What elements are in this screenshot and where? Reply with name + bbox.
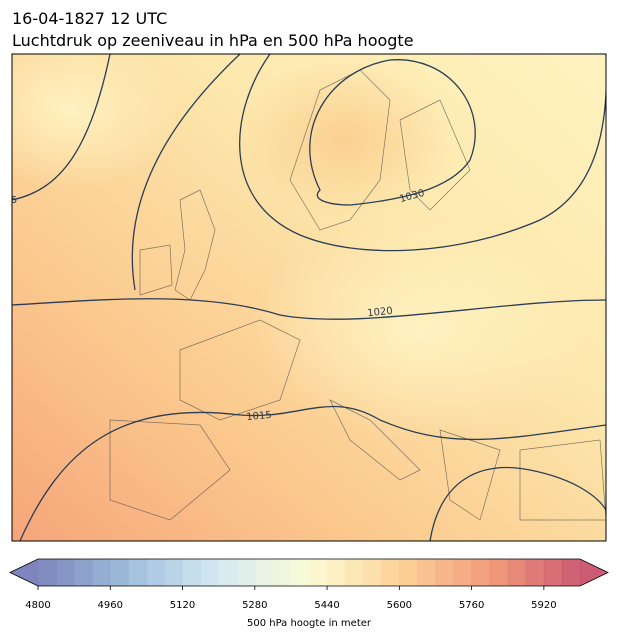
colorbar-segment	[272, 559, 292, 586]
contour-label: 1015	[246, 410, 272, 423]
colorbar-segment	[200, 559, 220, 586]
colorbar-label: 500 hPa hoogte in meter	[247, 618, 372, 629]
subtitle: Luchtdruk op zeeniveau in hPa en 500 hPa…	[12, 31, 414, 50]
colorbar-tick-label: 5760	[459, 600, 484, 611]
colorbar-segment	[56, 559, 75, 586]
isobar	[309, 59, 476, 206]
colorbar-tick-label: 5600	[387, 600, 412, 611]
colorbar: 4800 4960 5120 5280 5440 5600 5760 5920	[9, 558, 609, 611]
colorbar-segment	[254, 559, 274, 586]
colorbar-segment	[345, 559, 364, 586]
coastline	[109, 69, 606, 521]
colorbar-tick-label: 5280	[242, 600, 267, 611]
isobar	[131, 54, 241, 291]
isobar	[12, 298, 606, 320]
colorbar-segment	[507, 559, 527, 586]
colorbar-segment	[399, 559, 418, 586]
colorbar-segment	[128, 559, 147, 586]
colorbar-segment	[110, 559, 129, 586]
map-frame	[11, 53, 607, 542]
colorbar-segment	[92, 559, 111, 586]
colorbar-segment	[38, 559, 57, 586]
colorbar-segment	[236, 559, 256, 586]
contour-label: 5	[11, 195, 17, 206]
colorbar-segment	[363, 559, 382, 586]
colorbar-segment	[543, 559, 563, 586]
colorbar-segment	[381, 559, 400, 586]
colorbar-segment	[74, 559, 93, 586]
colorbar-segment	[417, 559, 436, 586]
colorbar-tick-label: 5120	[170, 600, 195, 611]
height-area	[250, 220, 590, 440]
title: 16-04-1827 12 UTC	[12, 9, 167, 28]
colorbar-tick-label: 5440	[314, 600, 339, 611]
colorbar-segment	[453, 559, 473, 586]
colorbar-segment	[182, 559, 202, 586]
colorbar-segment	[435, 559, 455, 586]
colorbar-segment	[561, 559, 581, 586]
colorbar-extend	[10, 559, 38, 586]
contour-label: 1020	[367, 306, 393, 320]
colorbar-segment	[525, 559, 545, 586]
colorbar-outline	[9, 558, 609, 587]
height-area	[12, 54, 180, 190]
isobar	[239, 54, 606, 252]
colorbar-extend	[580, 559, 608, 586]
colorbar-segment	[327, 559, 346, 586]
colorbar-segment	[290, 559, 310, 586]
colorbar-tick-label: 4800	[25, 600, 50, 611]
colorbar-tick-label: 4960	[98, 600, 123, 611]
isobar	[429, 466, 606, 541]
isobar	[12, 54, 111, 201]
map: 5 1030 1020 1015	[11, 54, 606, 541]
colorbar-segment	[471, 559, 491, 586]
colorbar-tick-label: 5920	[531, 600, 556, 611]
colorbar-segment	[218, 559, 238, 586]
colorbar-segment	[146, 559, 165, 586]
colorbar-segment	[164, 559, 184, 586]
isobar	[19, 405, 606, 541]
colorbar-segment	[309, 559, 328, 586]
colorbar-segment	[489, 559, 509, 586]
